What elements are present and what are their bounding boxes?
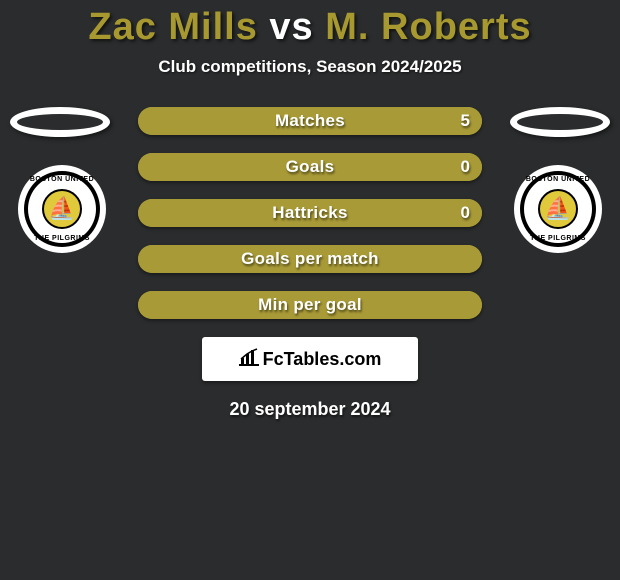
vs-text: vs	[269, 6, 313, 48]
stat-bar: Goals0	[138, 153, 482, 181]
player2-marker-ellipse	[510, 107, 610, 137]
bar-value-player2: 0	[461, 153, 470, 181]
bar-label: Matches	[138, 107, 482, 135]
bar-value-player2: 5	[461, 107, 470, 135]
branding-text: FcTables.com	[263, 349, 382, 370]
bar-value-player2: 0	[461, 199, 470, 227]
chart-icon	[239, 348, 259, 371]
subtitle: Club competitions, Season 2024/2025	[0, 57, 620, 77]
bar-label: Min per goal	[138, 291, 482, 319]
comparison-title: Zac Mills vs M. Roberts	[0, 0, 620, 49]
stat-bar: Hattricks0	[138, 199, 482, 227]
crest-bottom-text: THE PILGRIMS	[18, 235, 106, 242]
player1-name: Zac Mills	[88, 6, 258, 48]
crest-bottom-text: THE PILGRIMS	[514, 235, 602, 242]
comparison-arena: BOSTON UNITED ⛵ THE PILGRIMS BOSTON UNIT…	[0, 107, 620, 319]
player1-club-crest: BOSTON UNITED ⛵ THE PILGRIMS	[18, 165, 106, 253]
ship-icon: ⛵	[544, 195, 571, 221]
player2-club-crest: BOSTON UNITED ⛵ THE PILGRIMS	[514, 165, 602, 253]
date-text: 20 september 2024	[0, 399, 620, 420]
bar-label: Hattricks	[138, 199, 482, 227]
stat-bar: Goals per match	[138, 245, 482, 273]
crest-top-text: BOSTON UNITED	[18, 176, 106, 183]
stat-bars: Matches5Goals0Hattricks0Goals per matchM…	[138, 107, 482, 319]
player1-marker-ellipse	[10, 107, 110, 137]
stat-bar: Min per goal	[138, 291, 482, 319]
player2-name: M. Roberts	[325, 6, 531, 48]
crest-top-text: BOSTON UNITED	[514, 176, 602, 183]
branding-box: FcTables.com	[202, 337, 418, 381]
ship-icon: ⛵	[48, 195, 75, 221]
bar-label: Goals per match	[138, 245, 482, 273]
bar-label: Goals	[138, 153, 482, 181]
stat-bar: Matches5	[138, 107, 482, 135]
